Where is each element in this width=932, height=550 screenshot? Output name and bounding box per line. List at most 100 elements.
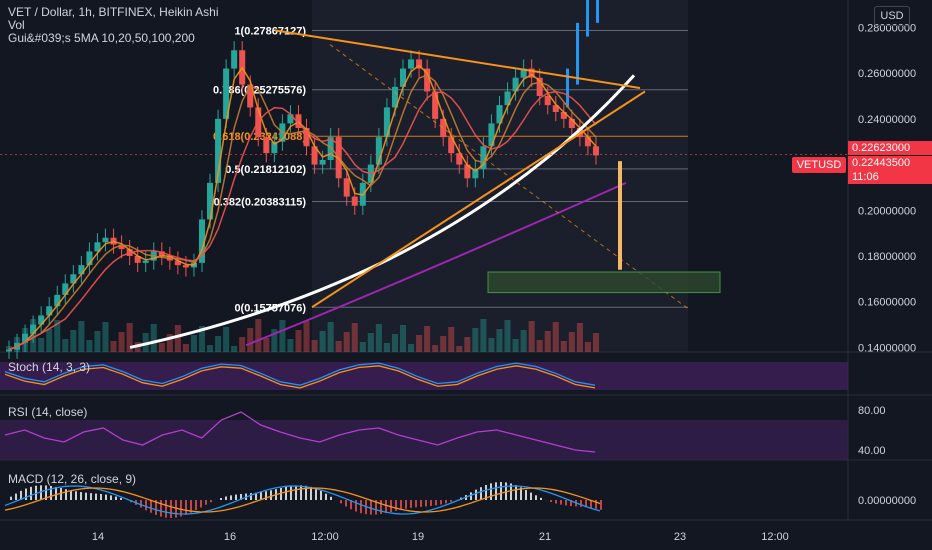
macd-hist-bar (105, 494, 107, 500)
macd-hist-bar (345, 500, 347, 507)
candle-body (22, 333, 29, 343)
volume-label: Vol (8, 18, 25, 32)
candle-body (54, 294, 61, 307)
candle-body (512, 77, 519, 92)
volume-bar (351, 323, 358, 352)
macd-hist-bar (570, 500, 572, 507)
macd-hist-bar (40, 485, 42, 500)
macd-hist-bar (155, 500, 157, 515)
macd-hist-bar (265, 491, 267, 500)
macd-hist-bar (280, 487, 282, 500)
macd-line (4, 485, 601, 515)
volume-bar (440, 336, 447, 352)
volume-bar (86, 340, 93, 352)
macd-hist-bar (300, 485, 302, 500)
candle-body (399, 68, 407, 87)
macd-hist-bar (375, 500, 377, 515)
candle-body (78, 265, 85, 275)
macd-hist-bar (330, 496, 332, 500)
volume-bar (255, 319, 262, 352)
volume-bar (62, 339, 69, 352)
volume-bar (174, 325, 181, 352)
macd-hist-bar (80, 492, 82, 500)
macd-hist-bar (255, 492, 257, 500)
macd-hist-bar (590, 500, 592, 508)
candle-body (528, 68, 535, 78)
macd-hist-bar (120, 498, 122, 500)
macd-hist-bar (500, 482, 502, 500)
candle-body (223, 68, 230, 119)
candle-body (584, 137, 591, 147)
macd-hist-bar (65, 489, 67, 500)
volume-bar (464, 337, 471, 352)
volume-bar (279, 320, 286, 352)
breakout-candle (586, 0, 589, 37)
macd-hist-bar (100, 493, 102, 500)
candle-body (568, 118, 575, 128)
macd-hist-bar (520, 487, 522, 500)
session-highlight (312, 0, 688, 352)
macd-hist-bar (435, 500, 437, 506)
volume-bar (472, 328, 479, 352)
macd-hist-bar (110, 495, 112, 500)
lower-trendline (311, 90, 646, 309)
candle-body (118, 244, 125, 250)
candle-body (432, 91, 439, 119)
macd-hist-bar (480, 487, 482, 500)
countdown-tag: 11:06 (848, 170, 932, 184)
volume-bar (223, 327, 230, 352)
candle-body (247, 84, 254, 108)
macd-hist-bar (510, 483, 512, 500)
macd-hist-bar (315, 488, 317, 500)
y-tick-label: 0.26000000 (858, 68, 916, 80)
volume-bar (158, 343, 165, 352)
volume-bar (568, 332, 575, 352)
macd-hist-bar (70, 490, 72, 500)
breakout-candle (566, 68, 569, 108)
macd-hist-bar (310, 486, 312, 500)
candle-body (408, 59, 415, 69)
macd-hist-bar (355, 500, 357, 512)
macd-hist-bar (290, 485, 292, 500)
volume-bar (295, 330, 302, 352)
macd-hist-bar (470, 492, 472, 500)
macd-hist-bar (20, 490, 22, 500)
candle-body (472, 169, 479, 179)
macd-hist-bar (475, 489, 477, 500)
currency-button[interactable]: USD (874, 6, 910, 26)
volume-bar (70, 330, 77, 352)
macd-hist-bar (175, 500, 177, 518)
rsi-label: RSI (14, close) (8, 405, 88, 419)
x-tick-label: 12:00 (311, 531, 339, 543)
fib-label: 0.382(0.20383115) (214, 197, 307, 209)
candle-body (488, 123, 495, 147)
breakout-candle (576, 22, 579, 85)
macd-hist-bar (550, 500, 552, 503)
candle-body (448, 137, 455, 154)
candle-body (6, 349, 13, 352)
volume-bar (22, 328, 29, 352)
moving-average-line (8, 64, 597, 351)
chart-title: VET / Dollar, 1h, BITFINEX, Heikin Ashi (8, 5, 219, 19)
volume-bar (38, 338, 45, 352)
volume-bar (544, 331, 551, 352)
candle-body (536, 77, 543, 96)
volume-bar (271, 329, 278, 352)
candle-body (592, 146, 599, 156)
volume-bar (190, 335, 197, 352)
candle-body (375, 137, 382, 165)
long-ma-line (245, 181, 627, 347)
candle-body (544, 96, 551, 106)
candle-body (303, 128, 310, 147)
volume-bar (359, 342, 366, 352)
candle-body (424, 68, 431, 92)
macd-hist-bar (115, 496, 117, 500)
macd-hist-bar (580, 500, 582, 507)
x-tick-label: 19 (412, 531, 424, 543)
candle-body (311, 146, 318, 165)
volume-bar (432, 345, 439, 352)
macd-hist-bar (585, 500, 587, 508)
macd-hist-bar (380, 500, 382, 514)
volume-bar (560, 341, 567, 352)
